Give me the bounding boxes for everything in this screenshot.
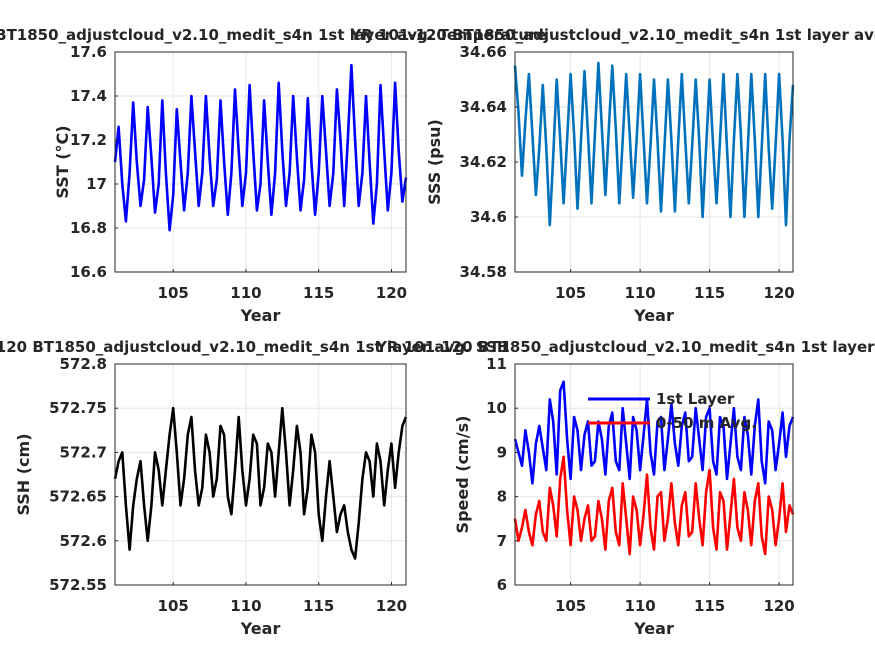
chart-3-ytick-label-4: 572.75 <box>49 399 107 417</box>
chart-3-ytick-label-1: 572.6 <box>60 532 107 550</box>
chart-3-ylabel: SSH (cm) <box>14 433 33 515</box>
chart-3-series-1-line <box>113 406 408 560</box>
chart-2-xtick-label-1: 110 <box>624 284 655 302</box>
chart-4-axes-frame <box>514 363 794 586</box>
chart-4-ytick-label-1: 7 <box>497 532 507 550</box>
chart-1-ytick-label-5: 17.6 <box>70 43 107 61</box>
chart-4-xtick-label-2: 115 <box>694 597 725 615</box>
chart-1-xtick-label-3: 120 <box>376 284 407 302</box>
chart-2-xtick-label-2: 115 <box>694 284 725 302</box>
chart-4-ytick-label-5: 11 <box>486 355 507 373</box>
chart-3-xtick-label-1: 110 <box>230 597 261 615</box>
chart-4-xlabel: Year <box>633 619 674 638</box>
chart-2-ytick-label-4: 34.66 <box>460 43 507 61</box>
chart-4-xtick-label-0: 105 <box>555 597 586 615</box>
chart-2-series-1-line <box>513 61 795 227</box>
chart-4-series-1-line <box>513 380 795 485</box>
chart-1-xtick-label-0: 105 <box>158 284 189 302</box>
chart-2-ytick-label-2: 34.62 <box>460 153 507 171</box>
chart-3-xtick-label-0: 105 <box>158 597 189 615</box>
chart-4-xtick-label-1: 110 <box>624 597 655 615</box>
chart-4-ytick-label-3: 9 <box>497 443 507 461</box>
chart-2-title: YR 101-120 BT1850_adjustcloud_v2.10_medi… <box>349 26 875 44</box>
chart-4-series-2-line <box>513 455 795 556</box>
chart-1-ytick-label-4: 17.4 <box>70 87 107 105</box>
chart-1-ytick-label-1: 16.8 <box>70 219 107 237</box>
chart-3-title: YR 101-120 BT1850_adjustcloud_v2.10_medi… <box>0 338 509 356</box>
chart-4-xtick-label-3: 120 <box>763 597 794 615</box>
chart-4-ytick-label-2: 8 <box>497 488 507 506</box>
chart-3-xtick-label-3: 120 <box>376 597 407 615</box>
chart-2-xtick-label-3: 120 <box>763 284 794 302</box>
chart-4-legend-label-1: 1st Layer <box>656 390 735 408</box>
chart-2-xlabel: Year <box>633 306 674 325</box>
chart-3-axes-frame <box>114 363 407 586</box>
chart-3-ytick-label-2: 572.65 <box>49 488 107 506</box>
chart-3-plot-area <box>115 364 406 585</box>
chart-1-ytick-label-2: 17 <box>86 175 107 193</box>
chart-1-xtick-label-2: 115 <box>303 284 334 302</box>
chart-4-legend-label-2: 0-50 m Avg. <box>656 414 757 432</box>
chart-4-title: YR 101-120 BT1850_adjustcloud_v2.10_medi… <box>375 338 875 356</box>
chart-3-ytick-label-5: 572.8 <box>60 355 107 373</box>
chart-1-ylabel: SST (°C) <box>53 125 72 198</box>
chart-1-xlabel: Year <box>240 306 281 325</box>
chart-3-ytick-label-3: 572.7 <box>60 443 107 461</box>
chart-2-xtick-label-0: 105 <box>555 284 586 302</box>
chart-3-ytick-label-0: 572.55 <box>49 576 107 594</box>
chart-4-ytick-label-0: 6 <box>497 576 507 594</box>
chart-2-ylabel: SSS (psu) <box>425 119 444 205</box>
chart-1-title: YR 101-120 BT1850_adjustcloud_v2.10_medi… <box>0 26 547 44</box>
chart-1-axes-frame <box>114 51 407 273</box>
chart-1-ytick-label-3: 17.2 <box>70 131 107 149</box>
chart-3-xlabel: Year <box>240 619 281 638</box>
chart-2-ytick-label-3: 34.64 <box>460 98 507 116</box>
chart-4-ylabel: Speed (cm/s) <box>453 416 472 534</box>
chart-3-xtick-label-2: 115 <box>303 597 334 615</box>
chart-1-ytick-label-0: 16.6 <box>70 263 107 281</box>
chart-2-ytick-label-1: 34.6 <box>470 208 507 226</box>
chart-1-series-1-line <box>113 63 408 232</box>
chart-4-ytick-label-4: 10 <box>486 399 507 417</box>
chart-1-xtick-label-1: 110 <box>230 284 261 302</box>
chart-2-ytick-label-0: 34.58 <box>460 263 507 281</box>
